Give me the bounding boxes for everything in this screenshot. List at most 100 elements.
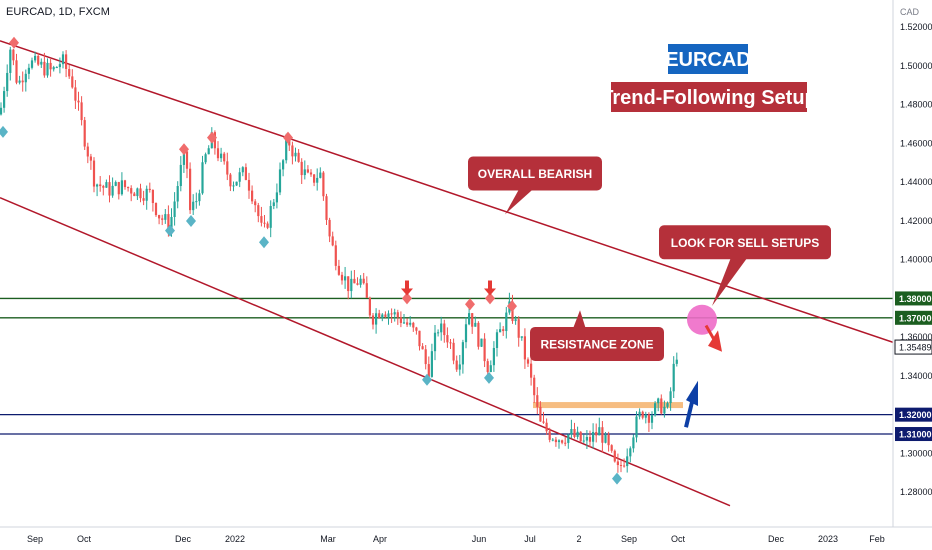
candle (672, 356, 675, 399)
candle (452, 338, 455, 365)
candle (220, 147, 223, 163)
candle-body (542, 421, 545, 423)
candle (275, 183, 278, 209)
candle (9, 46, 12, 81)
blue-arrow-head (686, 380, 698, 406)
candle-body (607, 434, 610, 446)
candle-body (415, 327, 418, 331)
candle (257, 202, 260, 223)
candle-body (176, 186, 179, 202)
candle-body (477, 322, 480, 347)
candle (551, 437, 554, 442)
y-tick-label: 1.44000 (900, 177, 932, 187)
candle-body (300, 161, 303, 176)
candle (629, 446, 632, 463)
candle-body (120, 180, 123, 195)
candle (325, 193, 328, 225)
candle-body (387, 313, 390, 317)
candle-body (446, 335, 449, 343)
candle (437, 329, 440, 337)
candle-body (136, 188, 139, 197)
candle-body (3, 91, 6, 108)
candle (291, 141, 294, 165)
level-tag-bg (895, 427, 932, 442)
candle (151, 189, 154, 212)
level-tag: 1.32000 (899, 410, 932, 420)
candle (297, 149, 300, 163)
candle-body (34, 55, 37, 61)
candle (102, 184, 105, 196)
candle-body (347, 276, 350, 292)
candle-body (406, 322, 409, 325)
candle-body (111, 185, 114, 196)
candle (322, 171, 325, 201)
candle-body (530, 363, 533, 378)
candle (393, 308, 396, 322)
candle (61, 51, 65, 69)
candle (399, 311, 402, 328)
candle-body (260, 216, 263, 223)
candle-body (548, 431, 551, 440)
candle (601, 421, 604, 453)
candle (223, 151, 226, 165)
candle-body (269, 206, 272, 228)
channel-line-1 (0, 197, 731, 507)
candle-body (21, 80, 24, 83)
candle (409, 316, 412, 327)
candle-body (486, 361, 489, 372)
candle (313, 173, 316, 187)
candle-body (561, 440, 564, 443)
candle-body (514, 319, 517, 322)
candle (595, 423, 598, 443)
candle (161, 214, 164, 226)
candle-body (40, 61, 43, 65)
candle (520, 336, 523, 341)
x-tick-label: Mar (320, 534, 336, 544)
candle (179, 156, 182, 192)
candle-body (6, 72, 9, 92)
candle-body (337, 265, 340, 275)
candle-body (635, 416, 638, 438)
candle-body (393, 312, 396, 315)
candle (142, 190, 145, 206)
candle-body (381, 314, 384, 318)
x-tick-label: Dec (768, 534, 785, 544)
candle (96, 183, 99, 197)
candle-body (247, 179, 251, 191)
candle (0, 102, 3, 116)
candle (309, 169, 313, 177)
candle (12, 48, 15, 66)
candle (368, 296, 371, 319)
candle (545, 418, 548, 435)
callout-label: RESISTANCE ZONE (540, 337, 653, 351)
y-tick-label: 1.52000 (900, 22, 932, 32)
candle-body (108, 182, 111, 196)
candle (446, 327, 449, 348)
candle-body (616, 461, 619, 466)
candle (58, 57, 61, 74)
candle-body (390, 313, 393, 315)
candle-body (179, 164, 182, 187)
candle (337, 259, 340, 276)
candle-body (288, 139, 291, 146)
candle-body (43, 61, 46, 76)
channel-line-0 (0, 40, 896, 344)
candle (660, 394, 663, 415)
candle-body (576, 431, 579, 437)
y-tick-label: 1.28000 (900, 487, 932, 497)
candle-body (306, 169, 309, 173)
candle (37, 52, 40, 67)
candle-body (675, 359, 678, 364)
candle-body (127, 187, 130, 189)
candle-body (263, 222, 266, 224)
candle-body (46, 62, 49, 76)
blue-arrow-shaft (684, 401, 694, 428)
candle-body (641, 411, 644, 418)
candle-body (207, 148, 210, 155)
candle (195, 192, 198, 209)
candle (99, 176, 102, 192)
candle-body (303, 169, 306, 176)
candle (495, 329, 499, 357)
candle-body (77, 100, 80, 103)
candle-body (154, 203, 158, 216)
